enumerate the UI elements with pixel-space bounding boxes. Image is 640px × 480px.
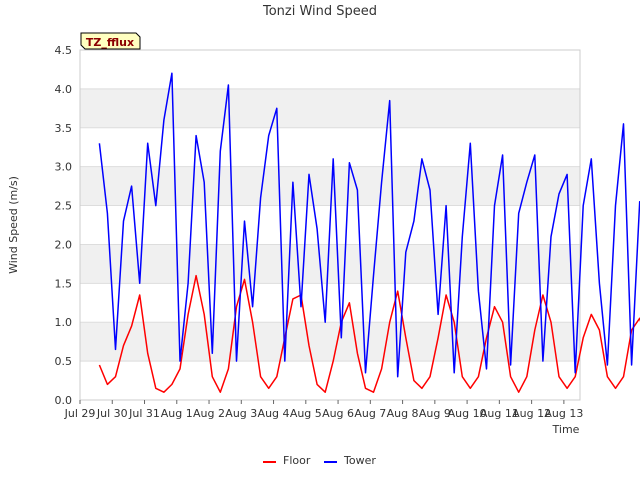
y-tick-labels: 0.0 0.5 1.0 1.5 2.0 2.5 3.0 3.5 4.0 4.5 <box>55 44 73 407</box>
series-lines <box>98 72 640 393</box>
plot-frame <box>79 49 581 401</box>
y-tick-label: 4.0 <box>55 83 73 96</box>
x-tick-label: Aug 2 <box>193 407 225 420</box>
x-tick-label: Aug 9 <box>419 407 451 420</box>
x-tick-labels: Jul 29 Jul 30 Jul 31 Aug 1 Aug 2 Aug 3 Aug 4 Au… <box>64 400 583 420</box>
x-tick-label: Aug 12 <box>512 407 551 420</box>
x-tick-label: Aug 1 <box>161 407 193 420</box>
y-tick-label: 3.5 <box>55 122 73 135</box>
y-tick-label: 3.0 <box>55 161 73 174</box>
x-tick-label: Aug 11 <box>480 407 519 420</box>
y-tick-label: 1.0 <box>55 316 73 329</box>
background-band <box>80 166 580 206</box>
x-tick-label: Aug 6 <box>322 407 354 420</box>
site-badge: TZ_fflux <box>80 32 141 50</box>
y-tick-label: 2.5 <box>55 200 73 213</box>
background-band <box>80 244 580 284</box>
x-tick-label: Aug 8 <box>387 407 419 420</box>
x-tick-label: Aug 10 <box>448 407 487 420</box>
y-tick-label: 1.5 <box>55 277 73 290</box>
x-tick-label: Aug 7 <box>354 407 386 420</box>
y-tick-label: 0.0 <box>55 394 73 407</box>
chart-title: Tonzi Wind Speed <box>262 4 377 19</box>
legend-floor-label: Floor <box>283 454 311 467</box>
series-line-tower <box>98 72 640 378</box>
y-tick-label: 0.5 <box>55 355 73 368</box>
x-tick-label: Aug 13 <box>544 407 583 420</box>
x-tick-label: Jul 31 <box>128 407 160 420</box>
y-tick-label: 4.5 <box>55 44 73 57</box>
x-tick-label: Aug 5 <box>290 407 322 420</box>
series-line-floor <box>98 274 640 393</box>
x-tick-label: Jul 29 <box>64 407 96 420</box>
x-tick-label: Aug 4 <box>258 407 290 420</box>
x-tick-label: Jul 30 <box>96 407 128 420</box>
legend: Floor Tower <box>263 454 376 467</box>
x-tick-label: Aug 3 <box>225 407 257 420</box>
y-axis-label: Wind Speed (m/s) <box>7 176 20 274</box>
y-tick-label: 2.0 <box>55 238 73 251</box>
site-badge-box <box>80 32 141 50</box>
site-badge-label: TZ_fflux <box>86 36 134 49</box>
x-axis-label: Time <box>552 423 580 436</box>
legend-tower-label: Tower <box>343 454 376 467</box>
background-band <box>80 322 580 362</box>
background-band <box>80 88 580 128</box>
